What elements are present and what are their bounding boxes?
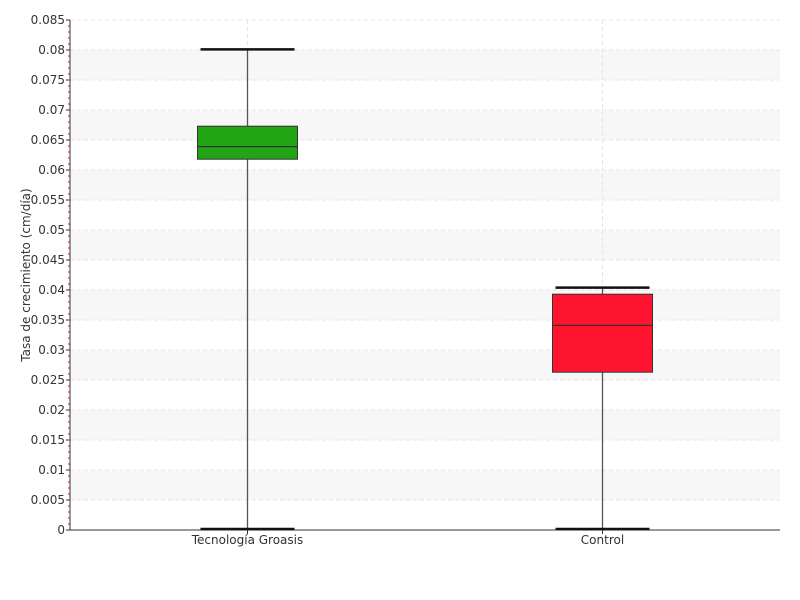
background-band (70, 350, 780, 380)
background-band (70, 170, 780, 200)
y-tick-label: 0.03 (38, 343, 65, 357)
box-tecnologia-groasis (197, 48, 298, 531)
y-axis-title: Tasa de crecimiento (cm/día) (19, 188, 33, 362)
x-axis-ticks: Tecnología Groasis Control (191, 530, 624, 547)
box-body (197, 125, 298, 160)
axes (69, 20, 780, 531)
y-tick-label: 0.08 (38, 43, 65, 57)
y-tick-label: 0.07 (38, 103, 65, 117)
background-band (70, 50, 780, 80)
background-band (70, 410, 780, 440)
y-tick-label: 0.025 (31, 373, 65, 387)
grid-lines (70, 19, 780, 530)
y-tick-label: 0.065 (31, 133, 65, 147)
y-axis-ticks: 0 0.005 0.01 0.015 0.02 0.025 0.03 0.035 0.04 0.0… (31, 13, 70, 537)
background-band (70, 470, 780, 500)
y-tick-label: 0.055 (31, 193, 65, 207)
y-tick-label: 0.05 (38, 223, 65, 237)
y-tick-label: 0.035 (31, 313, 65, 327)
background-band (70, 290, 780, 320)
y-tick-label: 0.085 (31, 13, 65, 27)
y-tick-label: 0.075 (31, 73, 65, 87)
box-body (552, 293, 653, 373)
y-tick-label: 0.04 (38, 283, 65, 297)
y-tick-label: 0.005 (31, 493, 65, 507)
background-bands (70, 50, 780, 500)
y-tick-label: 0.015 (31, 433, 65, 447)
background-band (70, 230, 780, 260)
x-tick-label: Control (581, 533, 624, 547)
x-tick-label: Tecnología Groasis (191, 533, 304, 547)
background-band (70, 110, 780, 140)
y-tick-label: 0.06 (38, 163, 65, 177)
boxes (197, 48, 653, 531)
y-tick-label: 0.02 (38, 403, 65, 417)
y-tick-label: 0.045 (31, 253, 65, 267)
y-tick-label: 0 (57, 523, 65, 537)
y-tick-label: 0.01 (38, 463, 65, 477)
box-control (552, 286, 653, 531)
